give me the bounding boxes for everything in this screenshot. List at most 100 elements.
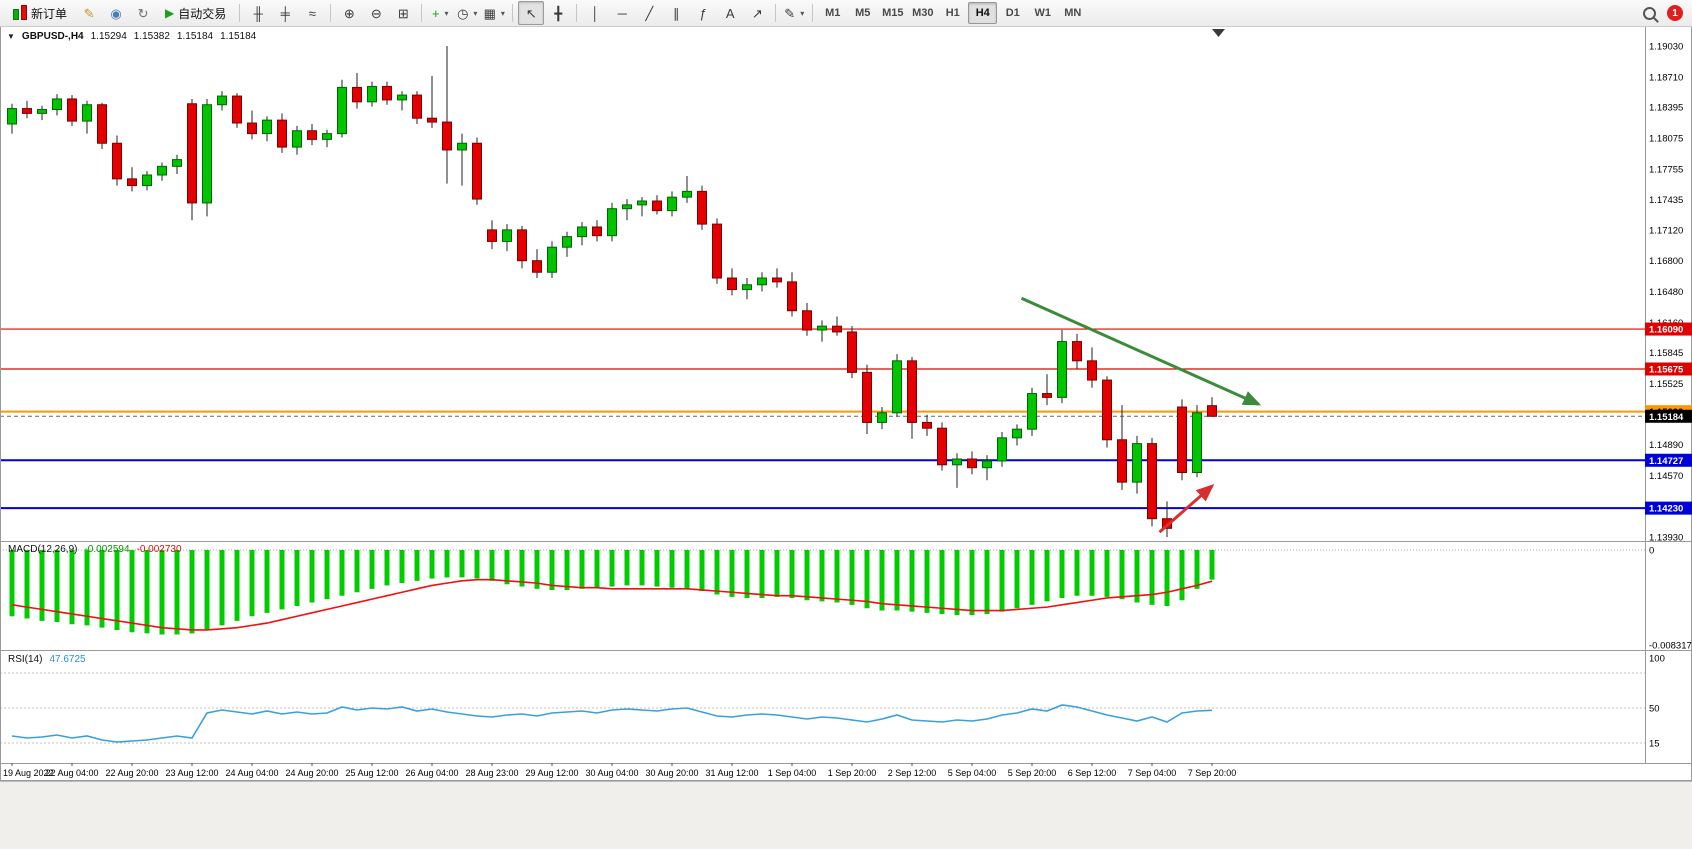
macd-signal-value: -0.002730	[136, 544, 182, 555]
svg-text:1.17435: 1.17435	[1649, 195, 1683, 206]
new-order-button-label: 新订单	[31, 6, 68, 21]
horizontal-line-icon: ─	[617, 5, 627, 21]
svg-text:-0.008317: -0.008317	[1649, 641, 1692, 652]
new-chart-button[interactable]: + ▾	[427, 1, 453, 25]
svg-text:1.15845: 1.15845	[1649, 348, 1683, 359]
svg-text:1.13930: 1.13930	[1649, 533, 1683, 544]
macd-signal-line	[11, 578, 1213, 631]
svg-text:1.19030: 1.19030	[1649, 42, 1683, 53]
timeframe-h1-button[interactable]: H1	[945, 7, 960, 19]
rsi-line	[11, 704, 1213, 743]
zoom-out-button[interactable]: ⊖	[363, 1, 389, 25]
svg-text:31 Aug 12:00: 31 Aug 12:00	[705, 768, 758, 778]
macd-main-value: -0.002594	[84, 544, 130, 555]
price-line-labels: 1.160901.156751.152321.147271.142301.151…	[1645, 322, 1692, 515]
timeframe-mn-button[interactable]: MN	[1064, 7, 1082, 19]
search-button[interactable]	[1636, 1, 1662, 25]
search-icon	[1642, 6, 1656, 20]
fibonacci-button[interactable]: ƒ	[690, 1, 716, 25]
svg-text:1.17755: 1.17755	[1649, 164, 1683, 175]
svg-text:26 Aug 04:00: 26 Aug 04:00	[405, 768, 458, 778]
svg-text:1.14230: 1.14230	[1649, 504, 1683, 515]
community-button[interactable]: ◉	[103, 1, 129, 25]
horizontal-line-button[interactable]: ─	[609, 1, 635, 25]
tile-windows-button[interactable]: ⊞	[390, 1, 416, 25]
timeframe-w1-button[interactable]: W1	[1034, 7, 1052, 19]
zoom-in-icon: ⊕	[343, 5, 355, 21]
crosshair-icon: ╋	[554, 5, 563, 21]
macd-indicator-label: MACD(12,26,9) -0.002594 -0.002730	[8, 544, 182, 555]
workspace-footer	[0, 781, 1692, 849]
line-chart-button[interactable]: ≈	[299, 1, 325, 25]
svg-text:1.18395: 1.18395	[1649, 103, 1683, 114]
new-chart-icon: +	[431, 5, 440, 21]
toolbar-separator	[512, 4, 514, 22]
autotrading-button-label: 自动交易	[178, 6, 227, 21]
svg-text:1.18710: 1.18710	[1649, 72, 1683, 83]
trendline-button[interactable]: ╱	[636, 1, 662, 25]
svg-text:7 Sep 20:00: 7 Sep 20:00	[1188, 768, 1237, 778]
rsi-name: RSI(14)	[8, 654, 43, 665]
vertical-line-icon: │	[591, 5, 600, 21]
arrow-symbol-icon: ↗	[751, 5, 763, 21]
drawing-tools-button[interactable]: ✎ ▾	[781, 1, 807, 25]
rsi-indicator-label: RSI(14) 47.6725	[8, 654, 86, 665]
chart-high-value: 1.15382	[133, 31, 170, 42]
timeframe-d1-button[interactable]: D1	[1005, 7, 1020, 19]
zoom-in-button[interactable]: ⊕	[336, 1, 362, 25]
periods-button[interactable]: ◷ ▾	[454, 1, 480, 25]
rsi-axis: 100 50 15	[1649, 654, 1665, 750]
timeframe-m5-button[interactable]: M5	[855, 7, 871, 19]
chart-expander-icon[interactable]: ▼	[7, 32, 15, 41]
quill-icon: ✎	[83, 5, 95, 21]
timeframe-m30-button[interactable]: M30	[912, 7, 934, 19]
candlesticks	[7, 46, 1217, 537]
text-label-button[interactable]: A	[717, 1, 743, 25]
toolbar-separator	[812, 4, 814, 22]
svg-text:1.16090: 1.16090	[1649, 325, 1683, 336]
timeframe-m15-button[interactable]: M15	[882, 7, 904, 19]
cursor-button[interactable]: ↖	[518, 1, 545, 25]
channel-button[interactable]: ∥	[663, 1, 689, 25]
templates-button[interactable]: ▦ ▾	[481, 1, 507, 25]
crosshair-button[interactable]: ╋	[545, 1, 571, 25]
bar-chart-button[interactable]: ╫	[245, 1, 271, 25]
macd-name: MACD(12,26,9)	[8, 544, 78, 555]
chart-close-value: 1.15184	[220, 31, 257, 42]
chevron-down-icon: ▾	[473, 8, 478, 18]
refresh-icon: ↻	[137, 5, 149, 21]
annotation-arrows	[1020, 296, 1262, 534]
svg-text:100: 100	[1649, 654, 1665, 665]
svg-text:22 Aug 04:00: 22 Aug 04:00	[45, 768, 98, 778]
svg-text:24 Aug 20:00: 24 Aug 20:00	[285, 768, 338, 778]
zoom-out-icon: ⊖	[370, 5, 382, 21]
chart-open-value: 1.15294	[90, 31, 127, 42]
timeframe-h4-button[interactable]: H4	[968, 2, 998, 24]
market-refresh-button[interactable]: ↻	[130, 1, 156, 25]
svg-text:22 Aug 20:00: 22 Aug 20:00	[105, 768, 158, 778]
svg-text:1 Sep 04:00: 1 Sep 04:00	[768, 768, 817, 778]
vertical-line-button[interactable]: │	[582, 1, 608, 25]
svg-text:1.16480: 1.16480	[1649, 287, 1683, 298]
svg-text:19 Aug 2022: 19 Aug 2022	[3, 768, 54, 778]
downtrend-arrow	[1020, 296, 1262, 406]
toolbar-separator	[775, 4, 777, 22]
arrows-tool-button[interactable]: ↗	[744, 1, 770, 25]
svg-text:24 Aug 04:00: 24 Aug 04:00	[225, 768, 278, 778]
line-chart-icon: ≈	[308, 5, 316, 21]
main-toolbar: 新订单 ✎ ◉ ↻ ▶ 自动交易 ╫ ╪ ≈ ⊕ ⊖ ⊞ + ▾ ◷ ▾ ▦ ▾ ↖ ╋ │ ─ ╱ ∥ ƒ A ↗ ✎ ▾ M1 M5 M1…	[0, 0, 1692, 27]
horizontal-level-lines	[0, 328, 1645, 510]
svg-text:15: 15	[1649, 739, 1660, 750]
macd-axis: 0 -0.008317	[1649, 546, 1692, 652]
notification-badge[interactable]: 1	[1667, 5, 1683, 21]
timeframe-m1-button[interactable]: M1	[825, 7, 841, 19]
tile-windows-icon: ⊞	[397, 5, 409, 21]
autotrading-button[interactable]: ▶ 自动交易	[157, 1, 234, 25]
candlestick-chart-button[interactable]: ╪	[272, 1, 298, 25]
svg-text:1.15675: 1.15675	[1649, 365, 1684, 376]
mql5-signals-button[interactable]: ✎	[76, 1, 102, 25]
new-order-button[interactable]: 新订单	[5, 1, 75, 25]
rebound-arrow	[1158, 483, 1215, 534]
chart-canvas: 1.19030 1.18710 1.18395 1.18075 1.17755 1.174…	[0, 29, 1692, 778]
